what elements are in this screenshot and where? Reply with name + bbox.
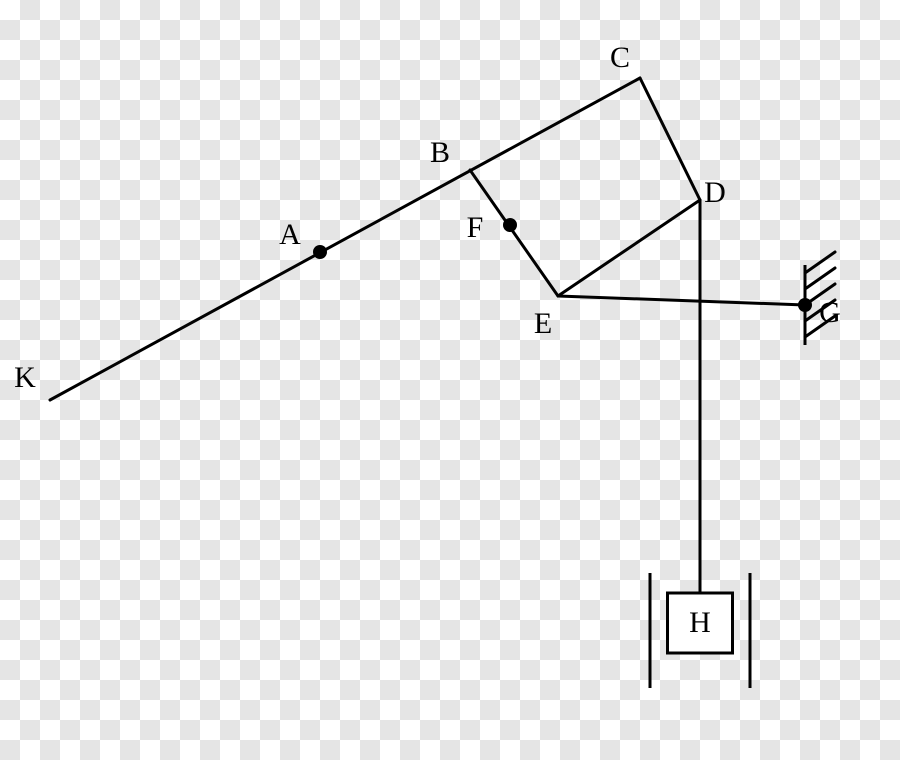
label-H: H xyxy=(689,606,711,639)
link-C-D xyxy=(640,78,700,200)
label-G: G xyxy=(819,296,841,329)
point-A xyxy=(313,245,327,259)
edges-layer xyxy=(50,78,805,623)
points-layer xyxy=(313,218,812,312)
label-E: E xyxy=(534,307,552,340)
link-K-C xyxy=(50,78,640,400)
point-G xyxy=(798,298,812,312)
linkage-diagram: H K A B C D F E G xyxy=(0,0,900,760)
point-F xyxy=(503,218,517,232)
label-A: A xyxy=(279,218,301,251)
label-D: D xyxy=(704,176,726,209)
label-B: B xyxy=(430,136,450,169)
label-C: C xyxy=(610,41,630,74)
link-E-D xyxy=(558,200,700,296)
labels-layer: K A B C D F E G xyxy=(14,41,841,394)
link-E-G xyxy=(558,296,805,305)
label-F: F xyxy=(467,211,484,244)
label-K: K xyxy=(14,361,36,394)
